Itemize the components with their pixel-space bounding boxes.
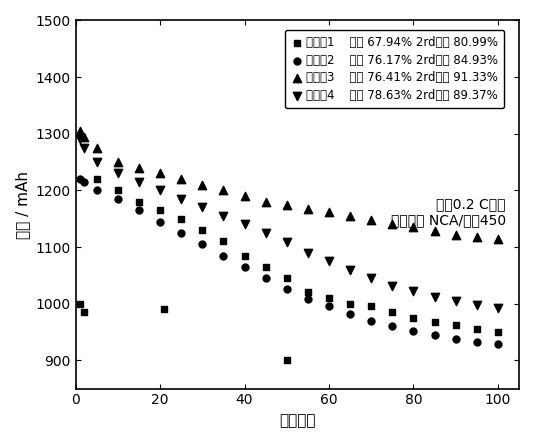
实施例2    首效 76.17% 2rd效率 84.93% [76, 175, 84, 183]
实施例2    首效 76.17% 2rd效率 84.93% [451, 335, 460, 342]
实施例4    首效 78.63% 2rd效率 89.37% [80, 144, 89, 152]
实施例4    首效 78.63% 2rd效率 89.37% [76, 136, 84, 143]
实施例3    首效 76.41% 2rd效率 91.33% [177, 175, 185, 183]
实施例2    首效 76.17% 2rd效率 84.93% [304, 295, 312, 303]
实施例3    首效 76.41% 2rd效率 91.33% [92, 144, 101, 152]
实施例2    首效 76.17% 2rd效率 84.93% [430, 331, 439, 338]
实施例4    首效 78.63% 2rd效率 89.37% [198, 204, 207, 211]
实施例1    首效 67.94% 2rd效率 80.99% [409, 314, 418, 321]
实施例4    首效 78.63% 2rd效率 89.37% [493, 305, 502, 312]
实施例3    首效 76.41% 2rd效率 91.33% [80, 133, 89, 140]
实施例3    首效 76.41% 2rd效率 91.33% [219, 187, 227, 194]
实施例1    首效 67.94% 2rd效率 80.99% [198, 226, 207, 233]
实施例4    首效 78.63% 2rd效率 89.37% [367, 275, 375, 282]
Point [282, 357, 291, 364]
Text: 常温0.2 C循环
软包电池 NCA/硅碳450: 常温0.2 C循环 软包电池 NCA/硅碳450 [390, 197, 506, 227]
Legend: 实施例1    首效 67.94% 2rd效率 80.99%, 实施例2    首效 76.17% 2rd效率 84.93%, 实施例3    首效 76.41: 实施例1 首效 67.94% 2rd效率 80.99%, 实施例2 首效 76.… [285, 30, 504, 108]
实施例1    首效 67.94% 2rd效率 80.99% [367, 303, 375, 310]
实施例1    首效 67.94% 2rd效率 80.99% [388, 309, 397, 316]
实施例2    首效 76.17% 2rd效率 84.93% [198, 241, 207, 248]
实施例1    首效 67.94% 2rd效率 80.99% [240, 252, 249, 259]
实施例4    首效 78.63% 2rd效率 89.37% [325, 258, 333, 265]
实施例2    首效 76.17% 2rd效率 84.93% [282, 286, 291, 293]
实施例3    首效 76.41% 2rd效率 91.33% [430, 228, 439, 235]
实施例2    首效 76.17% 2rd效率 84.93% [92, 187, 101, 194]
实施例3    首效 76.41% 2rd效率 91.33% [262, 198, 270, 205]
实施例4    首效 78.63% 2rd效率 89.37% [219, 212, 227, 219]
Point [160, 306, 169, 313]
实施例3    首效 76.41% 2rd效率 91.33% [135, 164, 143, 171]
Y-axis label: 容量 / mAh: 容量 / mAh [15, 171, 30, 238]
实施例3    首效 76.41% 2rd效率 91.33% [114, 159, 122, 166]
实施例2    首效 76.17% 2rd效率 84.93% [409, 327, 418, 334]
实施例1    首效 67.94% 2rd效率 80.99% [114, 187, 122, 194]
实施例4    首效 78.63% 2rd效率 89.37% [409, 288, 418, 295]
实施例1    首效 67.94% 2rd效率 80.99% [76, 300, 84, 307]
实施例3    首效 76.41% 2rd效率 91.33% [388, 221, 397, 228]
实施例1    首效 67.94% 2rd效率 80.99% [346, 300, 355, 307]
实施例3    首效 76.41% 2rd效率 91.33% [493, 235, 502, 242]
实施例3    首效 76.41% 2rd效率 91.33% [198, 181, 207, 188]
X-axis label: 循环圈数: 循环圈数 [279, 413, 316, 428]
实施例2    首效 76.17% 2rd效率 84.93% [325, 303, 333, 310]
实施例4    首效 78.63% 2rd效率 89.37% [156, 187, 164, 194]
实施例2    首效 76.17% 2rd效率 84.93% [80, 179, 89, 186]
实施例4    首效 78.63% 2rd效率 89.37% [114, 170, 122, 177]
实施例1    首效 67.94% 2rd效率 80.99% [92, 175, 101, 183]
实施例2    首效 76.17% 2rd效率 84.93% [367, 317, 375, 324]
实施例1    首效 67.94% 2rd效率 80.99% [473, 326, 481, 333]
实施例4    首效 78.63% 2rd效率 89.37% [473, 301, 481, 308]
实施例3    首效 76.41% 2rd效率 91.33% [473, 233, 481, 241]
实施例4    首效 78.63% 2rd效率 89.37% [135, 179, 143, 186]
实施例4    首效 78.63% 2rd效率 89.37% [282, 239, 291, 246]
实施例4    首效 78.63% 2rd效率 89.37% [262, 229, 270, 237]
实施例4    首效 78.63% 2rd效率 89.37% [346, 266, 355, 273]
实施例1    首效 67.94% 2rd效率 80.99% [304, 289, 312, 296]
实施例1    首效 67.94% 2rd效率 80.99% [262, 263, 270, 270]
实施例1    首效 67.94% 2rd效率 80.99% [135, 198, 143, 205]
实施例3    首效 76.41% 2rd效率 91.33% [156, 170, 164, 177]
实施例4    首效 78.63% 2rd效率 89.37% [177, 195, 185, 202]
实施例3    首效 76.41% 2rd效率 91.33% [451, 231, 460, 238]
实施例3    首效 76.41% 2rd效率 91.33% [76, 128, 84, 135]
实施例1    首效 67.94% 2rd效率 80.99% [219, 238, 227, 245]
实施例2    首效 76.17% 2rd效率 84.93% [346, 310, 355, 317]
实施例4    首效 78.63% 2rd效率 89.37% [430, 293, 439, 300]
实施例3    首效 76.41% 2rd效率 91.33% [346, 212, 355, 219]
实施例2    首效 76.17% 2rd效率 84.93% [388, 323, 397, 330]
实施例1    首效 67.94% 2rd效率 80.99% [156, 207, 164, 214]
实施例3    首效 76.41% 2rd效率 91.33% [282, 201, 291, 208]
实施例2    首效 76.17% 2rd效率 84.93% [493, 341, 502, 348]
实施例1    首效 67.94% 2rd效率 80.99% [80, 309, 89, 316]
实施例4    首效 78.63% 2rd效率 89.37% [240, 221, 249, 228]
实施例2    首效 76.17% 2rd效率 84.93% [240, 263, 249, 270]
实施例3    首效 76.41% 2rd效率 91.33% [304, 205, 312, 212]
实施例3    首效 76.41% 2rd效率 91.33% [409, 224, 418, 231]
实施例1    首效 67.94% 2rd效率 80.99% [493, 328, 502, 335]
实施例2    首效 76.17% 2rd效率 84.93% [262, 275, 270, 282]
实施例3    首效 76.41% 2rd效率 91.33% [240, 193, 249, 200]
实施例2    首效 76.17% 2rd效率 84.93% [114, 195, 122, 202]
实施例2    首效 76.17% 2rd效率 84.93% [135, 207, 143, 214]
实施例2    首效 76.17% 2rd效率 84.93% [219, 252, 227, 259]
实施例2    首效 76.17% 2rd效率 84.93% [156, 218, 164, 225]
实施例4    首效 78.63% 2rd效率 89.37% [451, 297, 460, 304]
实施例4    首效 78.63% 2rd效率 89.37% [92, 159, 101, 166]
实施例3    首效 76.41% 2rd效率 91.33% [325, 208, 333, 215]
实施例1    首效 67.94% 2rd效率 80.99% [325, 295, 333, 302]
实施例2    首效 76.17% 2rd效率 84.93% [473, 338, 481, 346]
实施例1    首效 67.94% 2rd效率 80.99% [451, 322, 460, 329]
实施例1    首效 67.94% 2rd效率 80.99% [282, 275, 291, 282]
实施例2    首效 76.17% 2rd效率 84.93% [177, 229, 185, 237]
实施例4    首效 78.63% 2rd效率 89.37% [304, 249, 312, 256]
实施例3    首效 76.41% 2rd效率 91.33% [367, 216, 375, 223]
实施例1    首效 67.94% 2rd效率 80.99% [430, 318, 439, 325]
实施例4    首效 78.63% 2rd效率 89.37% [388, 282, 397, 289]
实施例1    首效 67.94% 2rd效率 80.99% [177, 215, 185, 222]
